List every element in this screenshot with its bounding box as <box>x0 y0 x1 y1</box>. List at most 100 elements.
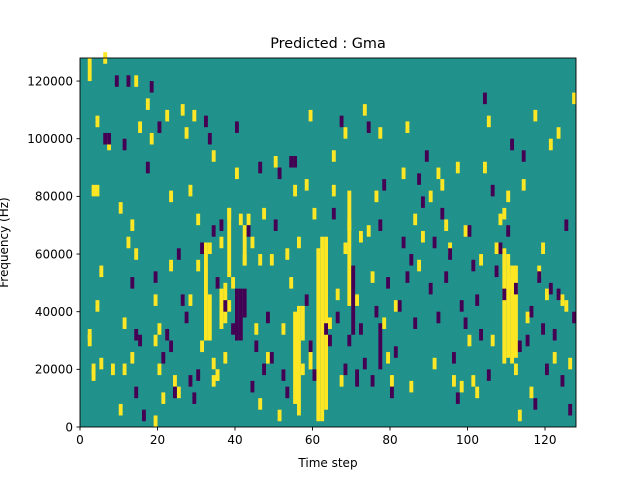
heatmap-cell-high <box>328 317 332 329</box>
heatmap-band-high <box>502 248 507 364</box>
heatmap-cell-high <box>498 213 503 226</box>
heatmap-cell-low <box>548 282 553 295</box>
heatmap-cell-high <box>161 392 166 404</box>
heatmap-band-high <box>316 248 321 422</box>
heatmap-cell-low <box>486 369 491 381</box>
x-tick-label: 80 <box>382 433 397 447</box>
heatmap-cell-high <box>293 184 298 197</box>
heatmap-cell-low <box>490 184 495 197</box>
heatmap-cell-low <box>436 311 441 324</box>
y-tick-label: 100000 <box>27 132 73 146</box>
heatmap-cell-low <box>304 294 309 306</box>
heatmap-cell-high <box>219 236 224 249</box>
heatmap-cell-low <box>494 265 499 278</box>
heatmap-cell-high <box>176 386 181 399</box>
heatmap-cell-high <box>173 375 177 387</box>
heatmap-cell-low <box>393 346 398 358</box>
heatmap-cell-high <box>138 121 143 133</box>
heatmap-cell-low <box>463 317 468 329</box>
heatmap-cell-high <box>169 190 174 203</box>
heatmap-band-low <box>235 288 239 341</box>
heatmap-cell-high <box>99 265 104 278</box>
heatmap-cell-low <box>432 236 437 249</box>
heatmap-cell-low <box>122 138 127 151</box>
heatmap-cell-high <box>525 311 530 324</box>
heatmap-cell-low <box>471 259 476 272</box>
heatmap-cell-low <box>390 386 394 399</box>
heatmap-cell-high <box>153 415 158 427</box>
heatmap-cell-low <box>455 392 460 404</box>
heatmap-cell-high <box>277 409 282 422</box>
heatmap-cell-low <box>421 196 425 208</box>
x-tick-label: 0 <box>76 433 84 447</box>
y-tick-label: 80000 <box>35 190 73 204</box>
heatmap-cell-high <box>564 300 569 312</box>
heatmap-cell-high <box>374 190 379 203</box>
heatmap-cell-high <box>235 167 239 180</box>
heatmap-cell-low <box>343 363 348 376</box>
heatmap-band-high <box>514 265 518 358</box>
heatmap-cell-low <box>250 380 255 393</box>
heatmap-cell-high <box>165 109 170 122</box>
heatmap-band-high <box>219 288 224 329</box>
heatmap-cell-low <box>440 207 445 220</box>
heatmap-band-high <box>207 294 212 341</box>
heatmap-cell-high <box>548 138 553 151</box>
heatmap-cell-high <box>533 109 538 122</box>
heatmap-cell-high <box>552 352 557 364</box>
heatmap-cell-high <box>494 242 499 255</box>
heatmap-cell-low <box>169 340 174 353</box>
heatmap-cell-low <box>498 242 503 255</box>
heatmap-cell-high <box>401 167 406 180</box>
heatmap-cell-low <box>142 409 146 422</box>
heatmap-cell-low <box>262 363 267 376</box>
heatmap-cell-low <box>537 271 542 283</box>
heatmap-cell-high <box>459 380 464 393</box>
heatmap-cell-low <box>448 248 453 260</box>
heatmap-cell-low <box>502 288 507 301</box>
heatmap-cell-high <box>312 207 317 220</box>
y-tick-label: 120000 <box>27 74 73 88</box>
heatmap-cell-high <box>483 161 487 174</box>
x-tick-label: 20 <box>150 433 165 447</box>
heatmap-cell-high <box>421 230 425 243</box>
heatmap-cell-high <box>308 109 313 122</box>
heatmap-cell-high <box>304 179 309 191</box>
heatmap-cell-low <box>273 219 278 231</box>
heatmap-cell-low <box>560 375 565 387</box>
heatmap-cell-high <box>122 363 127 376</box>
y-axis: 0 20000 40000 60000 80000 100000 120000 <box>27 74 80 434</box>
heatmap-cell-low <box>281 369 286 381</box>
heatmap-cell-low <box>149 81 154 93</box>
heatmap-cell-high <box>149 132 154 145</box>
heatmap-cell-high <box>266 352 270 364</box>
heatmap-band-high <box>510 265 515 364</box>
heatmap-cell-high <box>331 150 336 162</box>
heatmap-cell-low <box>293 156 298 168</box>
heatmap-cell-low <box>266 311 270 324</box>
heatmap-band-high <box>324 236 329 410</box>
heatmap-cell-low <box>130 277 135 289</box>
heatmap-cell-low <box>138 334 143 347</box>
x-axis-label: Time step <box>297 456 357 470</box>
heatmap-cell-low <box>467 225 472 237</box>
heatmap-cell-high <box>510 277 515 289</box>
heatmap-cell-high <box>463 225 468 237</box>
heatmap-cell-high <box>390 375 394 387</box>
y-tick-label: 40000 <box>35 305 73 319</box>
heatmap-cell-low <box>374 305 379 318</box>
heatmap-cell-high <box>227 300 232 312</box>
heatmap-cell-high <box>269 254 274 266</box>
heatmap-cell-low <box>382 179 387 191</box>
heatmap-cell-high <box>246 213 251 226</box>
heatmap-cell-high <box>227 207 232 220</box>
heatmap-cell-high <box>188 184 193 197</box>
heatmap-cell-high <box>111 363 115 376</box>
heatmap-band-high <box>300 305 305 341</box>
heatmap-cell-high <box>211 150 216 162</box>
heatmap-cell-low <box>180 294 185 306</box>
heatmap-cell-high <box>300 363 305 376</box>
heatmap-cell-low <box>312 369 317 381</box>
heatmap-cell-high <box>207 242 212 255</box>
x-axis: 0 20 40 60 80 100 120 <box>76 427 556 447</box>
